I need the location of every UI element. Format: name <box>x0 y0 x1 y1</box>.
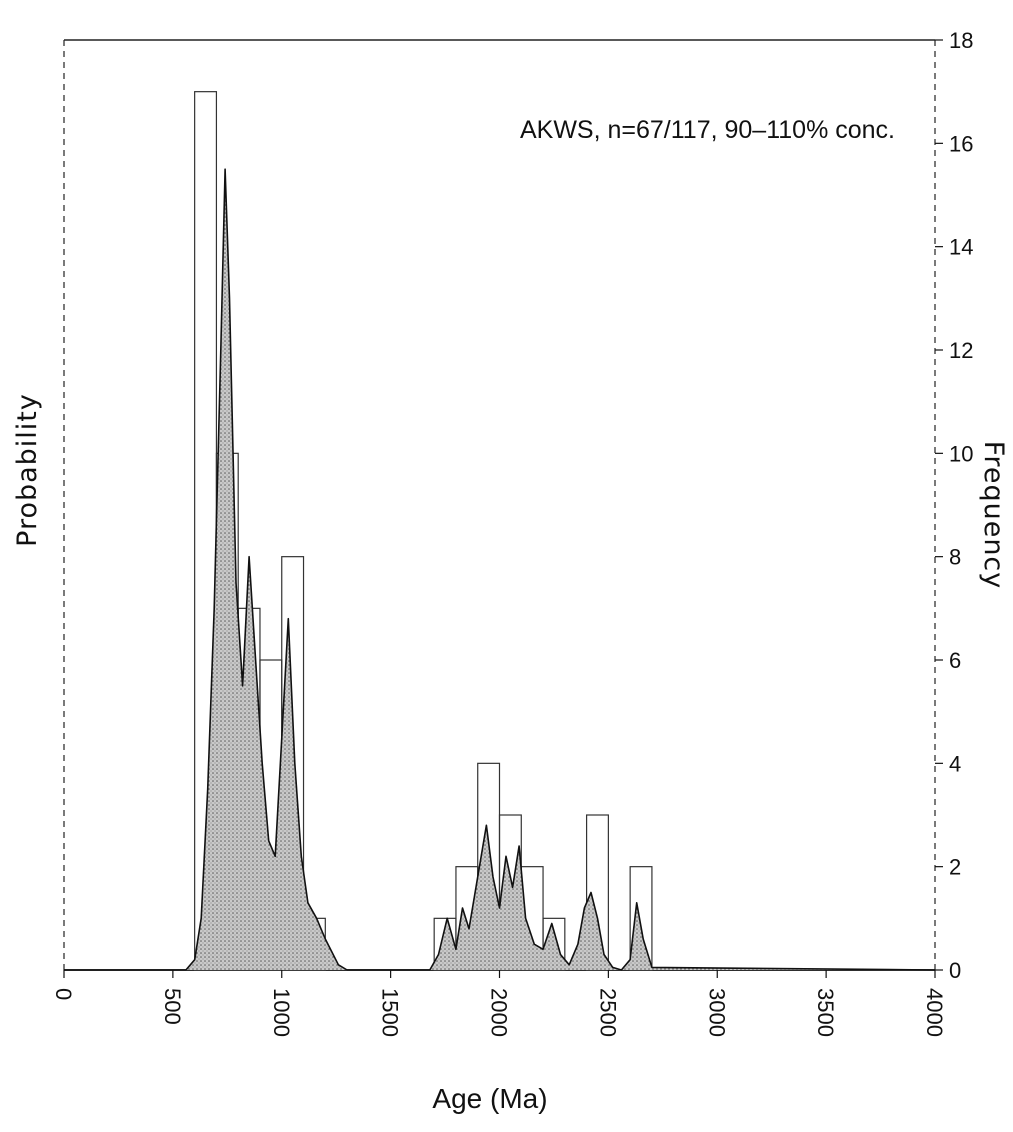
probability-area <box>64 169 935 970</box>
y-tick-label: 16 <box>949 131 973 156</box>
y-tick-label: 6 <box>949 648 961 673</box>
chart-title: AKWS, n=67/117, 90–110% conc. <box>520 116 895 144</box>
y-tick-label: 12 <box>949 338 973 363</box>
x-tick-label: 3000 <box>704 988 729 1037</box>
x-tick-label: 2000 <box>487 988 512 1037</box>
y-tick-label: 0 <box>949 958 961 983</box>
x-axis-ticks: 0 500 1000 1500 2000 2500 3000 3500 4000 <box>51 970 947 1037</box>
y-tick-label: 18 <box>949 28 973 53</box>
y-tick-label: 8 <box>949 545 961 570</box>
x-tick-label: 1000 <box>269 988 294 1037</box>
x-tick-label: 500 <box>160 988 185 1025</box>
probability-curve <box>64 168 936 971</box>
y-tick-label: 2 <box>949 855 961 880</box>
x-axis-label: Age (Ma) <box>432 1083 547 1114</box>
probability-line <box>64 168 936 971</box>
y-axis-ticks: 0 2 4 6 8 10 12 14 16 18 <box>935 28 973 983</box>
x-tick-label: 3500 <box>813 988 838 1037</box>
y-tick-label: 14 <box>949 235 973 260</box>
x-tick-label: 1500 <box>378 988 403 1037</box>
x-tick-label: 2500 <box>595 988 620 1037</box>
y-axis-left-label: Probability <box>12 393 43 547</box>
y-tick-label: 4 <box>949 751 961 776</box>
y-axis-right-label: Frequency <box>978 441 1009 589</box>
x-tick-label: 0 <box>51 988 76 1000</box>
y-tick-label: 10 <box>949 441 973 466</box>
x-tick-label: 4000 <box>922 988 947 1037</box>
